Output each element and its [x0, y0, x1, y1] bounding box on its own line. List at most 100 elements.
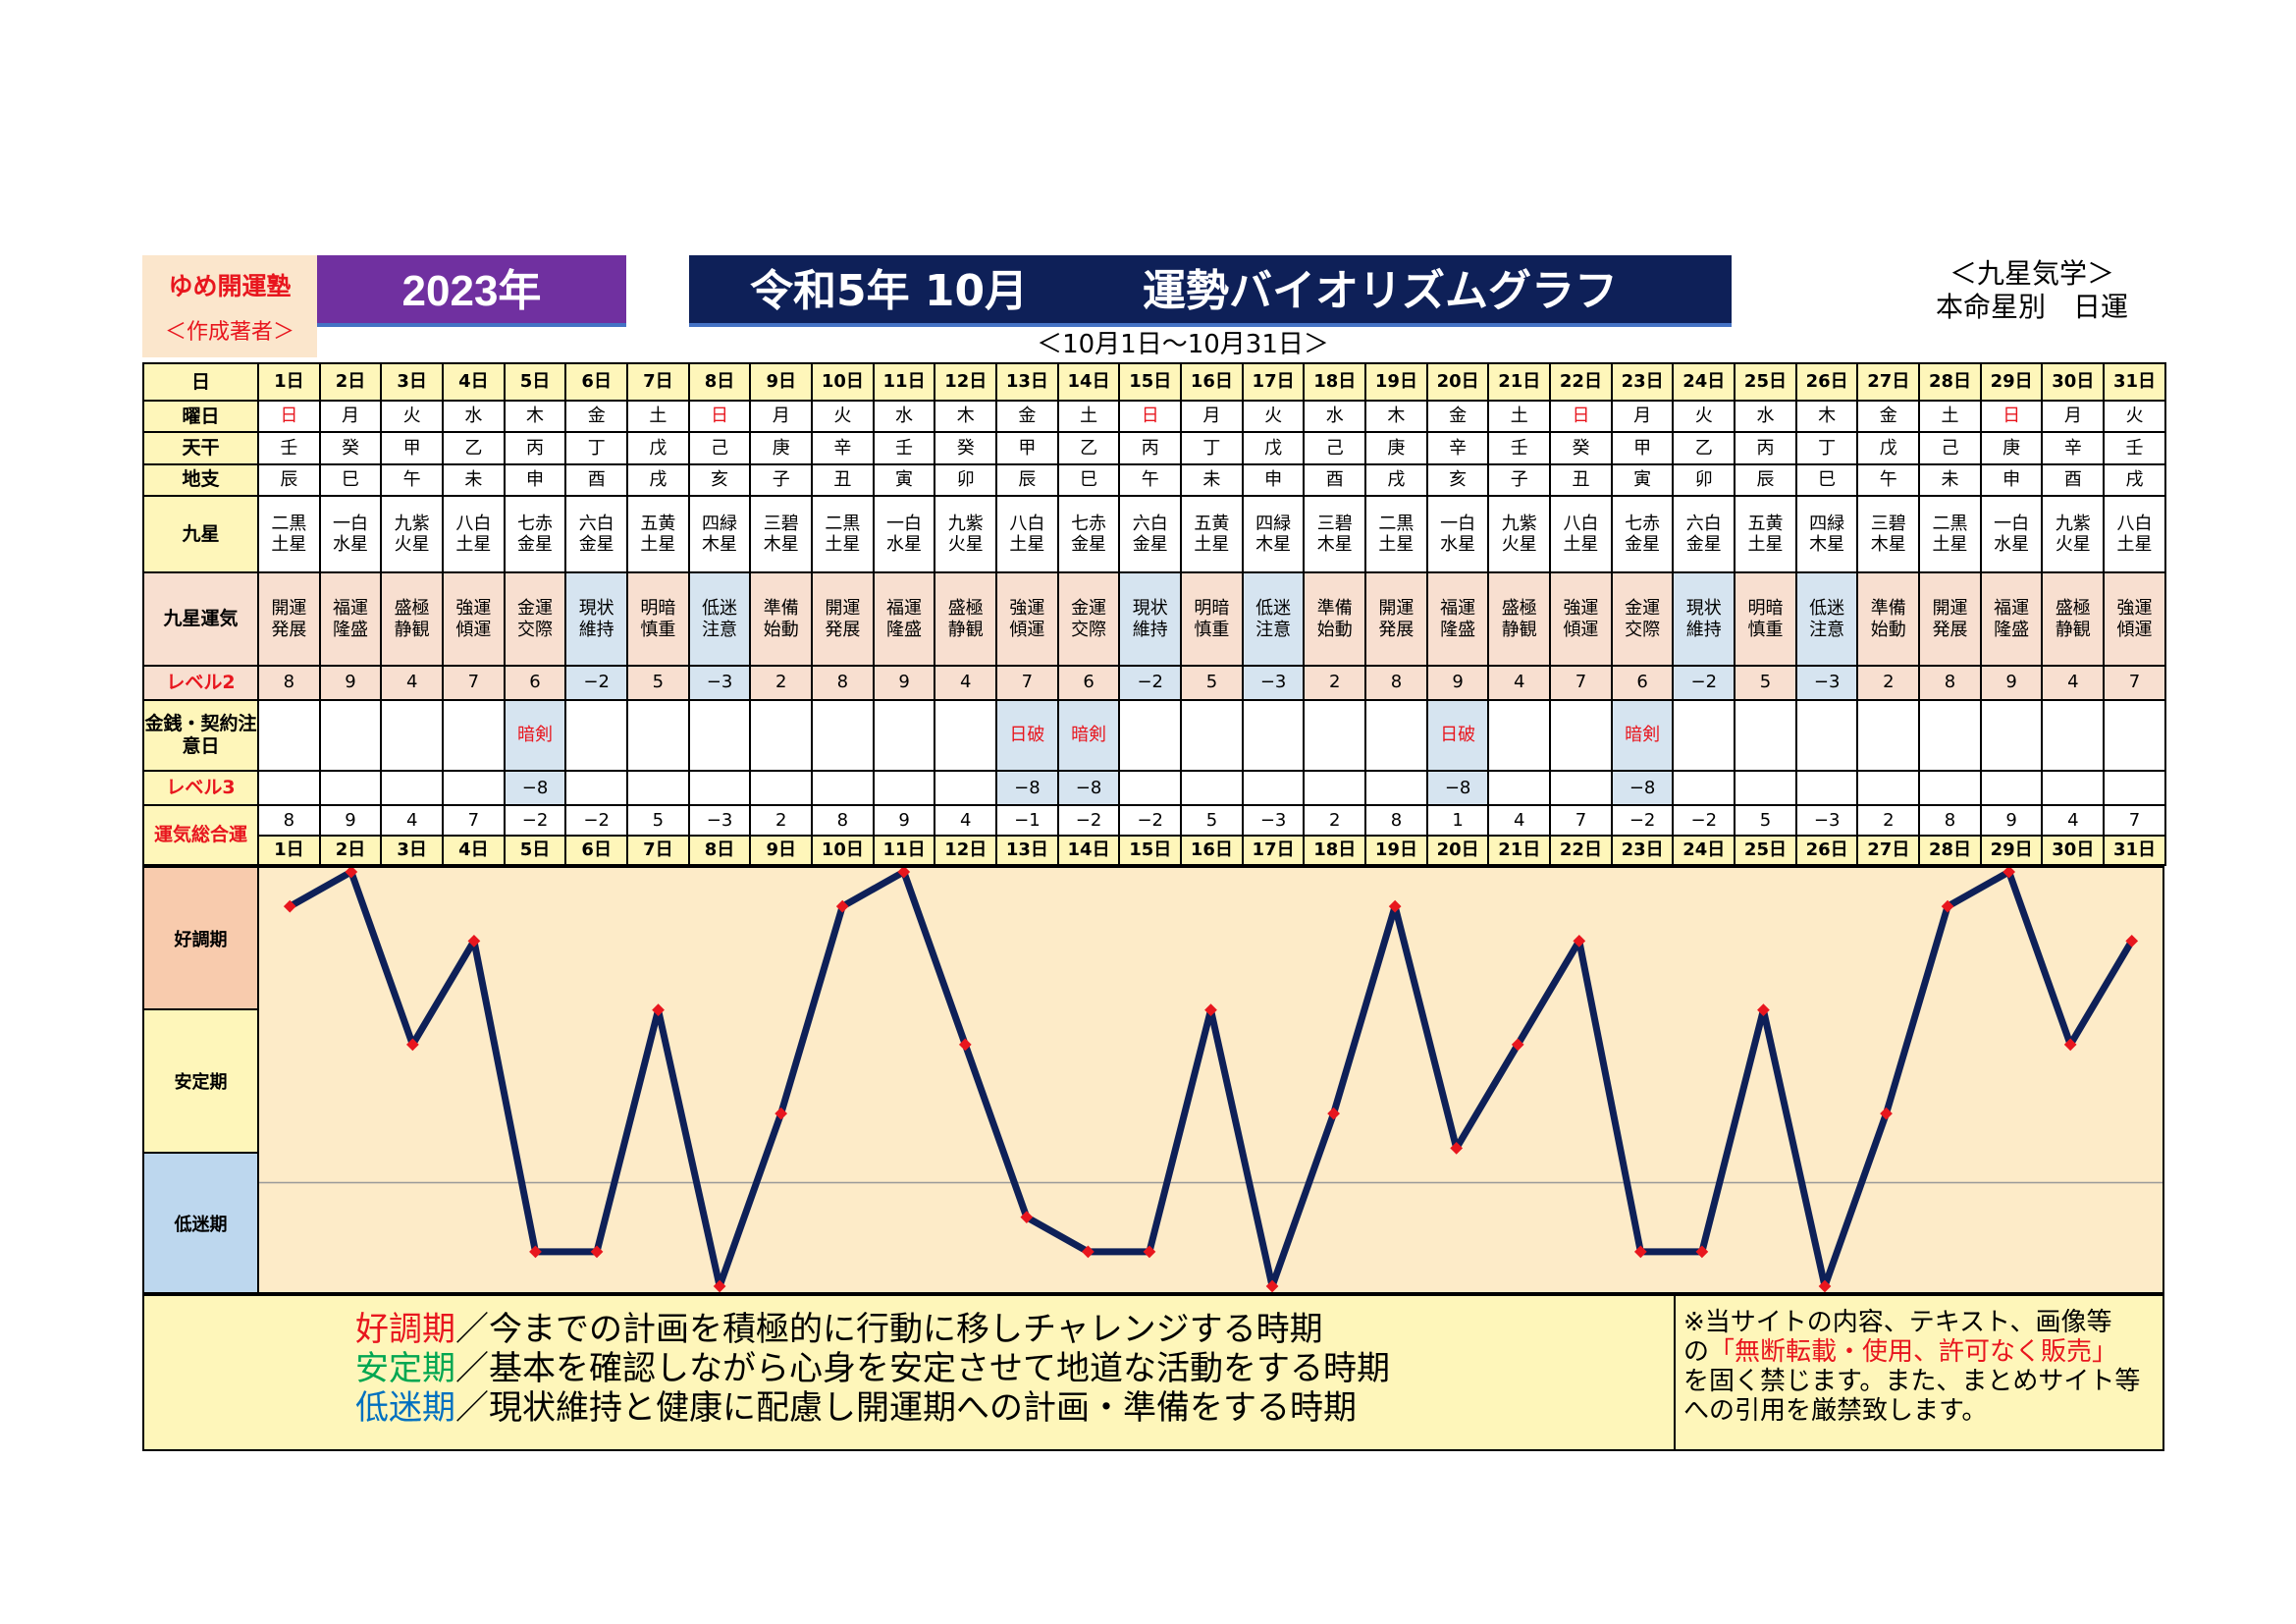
cell-line1: 開運 — [1378, 598, 1415, 620]
cell-line1: 準備 — [1316, 598, 1353, 620]
cell-money — [811, 698, 875, 773]
cell-level3 — [811, 770, 875, 806]
cell-line1: 七赤 — [1071, 513, 1107, 534]
row-label-level3: レベル3 — [142, 770, 259, 806]
cell-line2: 始動 — [1316, 619, 1353, 640]
cell-days: 6日 — [564, 361, 629, 403]
cell-level2: −2 — [1118, 664, 1183, 701]
cell-level2: −2 — [1672, 664, 1736, 701]
cell-level3 — [687, 770, 752, 806]
cell-tenkan: 庚 — [1364, 431, 1428, 465]
data-point — [652, 1003, 665, 1017]
cell-line1: 五黄 — [1747, 513, 1784, 534]
cell-days: 24日 — [1672, 361, 1736, 403]
date-range: ＜10月1日～10月31日＞ — [1037, 330, 1329, 359]
cell-days: 28日 — [1918, 361, 1982, 403]
cell-kyusei-stars: 一白 水星 — [1979, 494, 2044, 574]
cell-weekdays: 金 — [564, 400, 629, 434]
cell-days: 11日 — [872, 834, 936, 867]
row-mon: 金銭・契約注意日 暗剣 日破 暗剣 日破 暗剣 — [142, 698, 2166, 773]
cell-money — [872, 698, 936, 773]
cell-line2: 木星 — [1809, 534, 1845, 556]
cell-line2: 土星 — [1378, 534, 1415, 556]
cell-line1: 明暗 — [640, 598, 676, 620]
cell-kyusei-stars: 五黄 土星 — [626, 494, 690, 574]
cell-level3 — [1241, 770, 1306, 806]
plot-background — [259, 868, 2163, 1292]
row-label-kyusei: 九星 — [142, 494, 259, 574]
cell-line1: 一白 — [333, 513, 368, 534]
kyusei-line1: ＜九星気学＞ — [1949, 257, 2114, 290]
cell-tenkan: 戊 — [626, 431, 690, 465]
cell-chishi: 卯 — [1672, 462, 1736, 497]
cell-total: 4 — [934, 803, 998, 837]
cell-weekdays: 水 — [442, 400, 506, 434]
cell-weekdays: 月 — [318, 400, 383, 434]
cell-line1: 準備 — [763, 598, 799, 620]
cell-level3 — [442, 770, 506, 806]
cell-kyusei-unki: 明暗 慎重 — [1180, 571, 1244, 667]
cell-line2: 注意 — [1809, 619, 1845, 640]
cell-weekdays: 土 — [1918, 400, 1982, 434]
cell-level3: −8 — [1610, 770, 1675, 806]
cell-level3 — [2103, 770, 2166, 806]
cell-kyusei-stars: 一白 水星 — [1425, 494, 1490, 574]
cell-days: 13日 — [995, 834, 1059, 867]
cell-line1: 盛極 — [394, 598, 430, 620]
cell-total: 9 — [872, 803, 936, 837]
cell-money — [380, 698, 445, 773]
cell-weekdays: 月 — [1180, 400, 1244, 434]
cell-line1: 九紫 — [394, 513, 430, 534]
cell-days: 14日 — [1056, 834, 1121, 867]
cell-chishi: 未 — [442, 462, 506, 497]
cell-line2: 土星 — [1563, 534, 1599, 556]
cell-days: 5日 — [503, 834, 567, 867]
row-label-weekday: 曜日 — [142, 400, 259, 434]
cell-level2: 7 — [442, 664, 506, 701]
cell-kyusei-stars: 七赤 金星 — [1610, 494, 1675, 574]
cell-line1: 金運 — [1071, 598, 1107, 620]
cell-line1: 福運 — [1440, 598, 1476, 620]
cell-tenkan: 壬 — [257, 431, 321, 465]
cell-line2: 静観 — [1501, 619, 1537, 640]
cell-tenkan: 癸 — [1549, 431, 1613, 465]
cell-kyusei-unki: 福運 隆盛 — [318, 571, 383, 667]
cell-total: 8 — [1364, 803, 1428, 837]
cell-kyusei-unki: 福運 隆盛 — [1979, 571, 2044, 667]
cell-level2: 9 — [1425, 664, 1490, 701]
cell-kyusei-unki: 明暗 慎重 — [626, 571, 690, 667]
cell-line1: 強運 — [1009, 598, 1045, 620]
cell-kyusei-stars: 二黒 土星 — [1364, 494, 1428, 574]
cell-level3 — [1180, 770, 1244, 806]
cell-chishi: 亥 — [687, 462, 752, 497]
cell-total: −2 — [503, 803, 567, 837]
cell-kyusei-unki: 現状 維持 — [1672, 571, 1736, 667]
cell-days: 21日 — [1487, 361, 1552, 403]
cell-days: 2日 — [318, 834, 383, 867]
legend-good-term: 好調期 — [355, 1310, 455, 1349]
cell-line1: 低迷 — [702, 598, 738, 620]
cell-level2: 2 — [1303, 664, 1367, 701]
cell-weekdays: 火 — [380, 400, 445, 434]
cell-kyusei-unki: 福運 隆盛 — [1425, 571, 1490, 667]
cell-days: 22日 — [1549, 834, 1613, 867]
legend-low-text: ／現状維持と健康に配慮し開運期への計画・準備をする時期 — [455, 1388, 1357, 1428]
cell-tenkan: 戊 — [1241, 431, 1306, 465]
cell-weekdays: 木 — [503, 400, 567, 434]
cell-tenkan: 己 — [1303, 431, 1367, 465]
cell-kyusei-unki: 低迷 注意 — [687, 571, 752, 667]
row-wd: 曜日日月火水木金土日月火水木金土日月火水木金土日月火水木金土日月火 — [142, 400, 2166, 434]
brand-name: ゆめ開運塾 — [168, 272, 292, 300]
cell-line1: 金運 — [1625, 598, 1661, 620]
cell-kyusei-stars: 六白 金星 — [1672, 494, 1736, 574]
band-stable-label: 安定期 — [174, 1072, 228, 1093]
data-point — [2063, 1038, 2077, 1052]
cell-chishi: 戌 — [626, 462, 690, 497]
cell-chishi: 戌 — [1364, 462, 1428, 497]
cell-tenkan: 辛 — [811, 431, 875, 465]
cell-days: 22日 — [1549, 361, 1613, 403]
cell-tenkan: 丁 — [1794, 431, 1859, 465]
cell-total: −1 — [995, 803, 1059, 837]
cell-kyusei-stars: 三碧 木星 — [1303, 494, 1367, 574]
cell-kyusei-stars: 三碧 木星 — [1856, 494, 1921, 574]
